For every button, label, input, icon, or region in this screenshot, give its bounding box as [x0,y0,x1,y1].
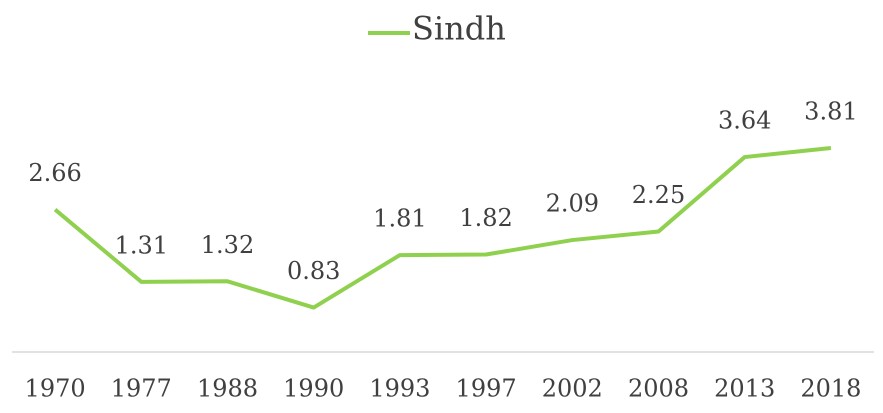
x-tick-label: 1990 [283,375,344,403]
data-label: 1.32 [201,231,254,259]
data-label: 1.82 [459,204,512,232]
legend-label: Sindh [412,10,506,48]
data-label: 2.66 [28,159,81,187]
data-label: 3.81 [804,97,857,125]
x-tick-label: 2018 [800,375,861,403]
data-label: 1.81 [373,205,426,233]
data-label: 1.31 [115,231,168,259]
x-tick-label: 1977 [111,375,172,403]
x-tick-label: 1970 [25,375,86,403]
x-tick-label: 1993 [369,375,430,403]
x-tick-label: 2002 [542,375,603,403]
x-tick-label: 1988 [197,375,258,403]
x-tick-label: 2008 [628,375,689,403]
data-label: 3.64 [718,107,771,135]
x-tick-label: 1997 [456,375,517,403]
data-label: 2.25 [632,181,685,209]
data-label: 2.09 [546,190,599,218]
data-label: 0.83 [287,257,340,285]
x-tick-label: 2013 [714,375,775,403]
line-series [53,145,832,310]
